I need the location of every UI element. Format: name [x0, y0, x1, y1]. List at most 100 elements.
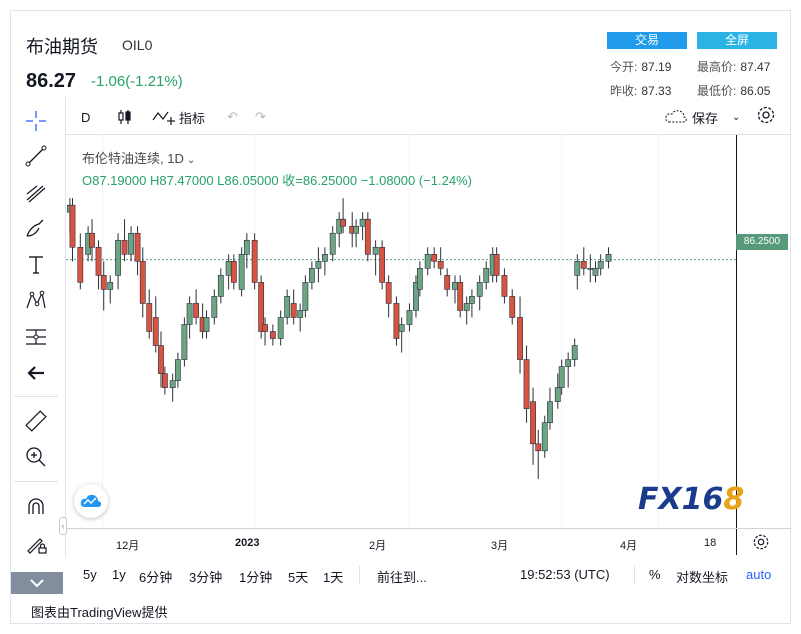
range-3min[interactable]: 3分钟	[189, 570, 223, 585]
text-tool-icon[interactable]	[22, 252, 50, 278]
stat-high-label: 最高价:	[697, 60, 737, 74]
candle	[379, 240, 386, 290]
fullscreen-button[interactable]: 全屏	[697, 32, 777, 49]
candle	[174, 352, 181, 388]
fib-tool-icon[interactable]	[22, 180, 50, 206]
candle-body	[251, 239, 258, 283]
candle	[139, 247, 146, 318]
candle	[393, 296, 400, 346]
range-1min[interactable]: 1分钟	[239, 570, 273, 585]
candle-body	[146, 303, 153, 332]
tool-divider	[14, 481, 58, 482]
candle-body	[193, 303, 199, 318]
zoom-in-icon[interactable]	[22, 444, 50, 470]
candle-body	[269, 331, 276, 339]
x-tick: 12月	[116, 540, 140, 552]
stat-high: 最高价: 87.47	[697, 58, 770, 75]
undo-icon[interactable]: ↶	[227, 109, 238, 124]
series-legend-name[interactable]: 布伦特油连续, 1D ⌄	[82, 148, 195, 167]
toolbar-scroll-down-button[interactable]	[11, 572, 63, 594]
candle	[406, 303, 413, 332]
candle-body	[424, 254, 431, 269]
stat-low-value: 86.05	[740, 84, 771, 98]
log-scale-toggle[interactable]: 对数坐标	[676, 570, 729, 585]
candle	[284, 289, 291, 325]
candle	[535, 429, 542, 479]
range-1y[interactable]: 1y	[112, 567, 126, 582]
brush-tool-icon[interactable]	[22, 216, 50, 242]
percent-toggle[interactable]: %	[649, 567, 661, 582]
magnet-icon[interactable]	[22, 494, 50, 520]
candle-type-icon[interactable]	[116, 108, 134, 126]
trend-line-tool-icon[interactable]	[22, 143, 50, 169]
candle-body	[139, 261, 146, 304]
candle-body	[258, 282, 265, 332]
candle	[493, 247, 500, 283]
last-price: 86.27	[26, 70, 77, 92]
range-5d[interactable]: 5天	[288, 570, 309, 585]
candle-body	[457, 282, 464, 311]
candle	[100, 261, 107, 311]
left-toolbar-divider	[65, 97, 66, 557]
candle	[297, 303, 304, 332]
legend-chevron-icon: ⌄	[186, 155, 196, 166]
back-arrow-icon[interactable]	[22, 360, 50, 386]
candle	[128, 226, 134, 262]
redo-icon[interactable]: ↷	[255, 109, 266, 124]
candle-body	[100, 275, 107, 290]
candle-body	[413, 282, 419, 311]
candle	[398, 317, 405, 353]
candle-body	[541, 422, 548, 452]
prediction-tool-icon[interactable]	[22, 324, 50, 350]
candle	[509, 289, 516, 325]
bottom-divider	[634, 566, 635, 584]
candle	[115, 233, 121, 290]
candle	[158, 331, 164, 388]
interval-selector[interactable]: D	[81, 109, 91, 125]
candle-body	[523, 359, 530, 409]
candle-body	[230, 261, 237, 283]
candle-body	[340, 218, 347, 227]
candle-body	[493, 254, 500, 276]
range-5y[interactable]: 5y	[83, 567, 97, 582]
pattern-tool-icon[interactable]	[22, 288, 50, 314]
indicators-button[interactable]: 指标	[151, 108, 205, 126]
collapse-toolbar-tab[interactable]: ‹	[59, 517, 67, 535]
ruler-tool-icon[interactable]	[22, 408, 50, 434]
candle	[372, 240, 379, 276]
ohlc-values: O87.19000 H87.47000 L86.05000 收=86.25000…	[82, 173, 472, 188]
candle	[457, 275, 464, 318]
candle	[302, 275, 309, 318]
x-tick: 3月	[491, 540, 509, 552]
lock-drawing-icon[interactable]	[22, 530, 50, 556]
candle	[501, 268, 508, 304]
candle	[558, 359, 565, 395]
candle	[587, 254, 594, 283]
candle-body	[238, 254, 245, 290]
instrument-symbol: OIL0	[122, 37, 153, 53]
candle	[523, 345, 530, 423]
candlestick-chart[interactable]	[66, 135, 736, 528]
candle-body	[161, 373, 168, 388]
chevron-down-icon[interactable]: ⌄	[732, 111, 741, 123]
axis-settings-gear-icon[interactable]	[752, 533, 770, 556]
candle	[554, 373, 561, 409]
candle	[243, 233, 250, 269]
candle	[547, 387, 553, 430]
range-6min[interactable]: 6分钟	[139, 570, 173, 585]
candle	[186, 296, 193, 339]
candle-body	[321, 254, 328, 262]
settings-gear-icon[interactable]	[756, 106, 776, 124]
tradingview-logo-button[interactable]	[74, 484, 108, 518]
candle-body	[571, 345, 578, 360]
stat-prev-value: 87.33	[641, 84, 672, 98]
clock-timezone[interactable]: 19:52:53 (UTC)	[520, 567, 610, 582]
save-button[interactable]: 保存 ⌄	[664, 108, 740, 126]
candle	[121, 219, 128, 262]
range-1d[interactable]: 1天	[323, 570, 344, 585]
goto-date-button[interactable]: 前往到...	[377, 570, 427, 585]
crosshair-tool-icon[interactable]	[22, 108, 50, 134]
auto-scale-toggle[interactable]: auto	[746, 567, 772, 582]
trade-button[interactable]: 交易	[607, 32, 687, 49]
chart-widget-frame	[10, 10, 791, 624]
